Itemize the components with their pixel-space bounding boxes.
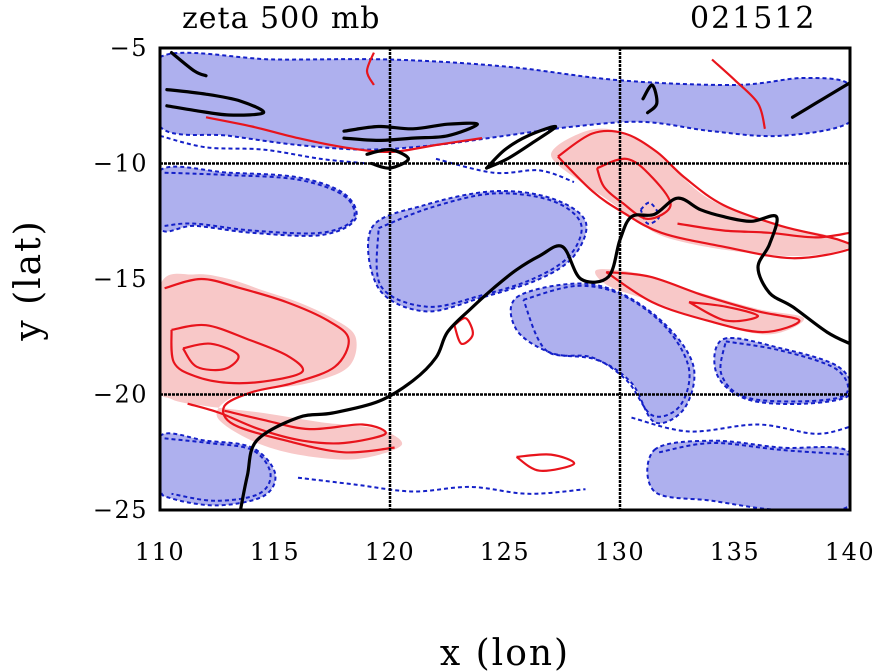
negative-region-outline-southeast xyxy=(646,439,850,510)
negative-region-outline-central-blob xyxy=(367,189,588,313)
y-axis-ticks: −5 −10 −15 −20 −25 xyxy=(93,34,148,524)
positive-contour-nw-top xyxy=(365,52,375,86)
coastline-australia-north xyxy=(238,196,850,510)
negative-contour-w-band xyxy=(164,171,356,235)
negative-contour-bottom-mid xyxy=(297,476,586,495)
x-tick-label: 135 xyxy=(710,538,760,566)
negative-contour-n-edge-2 xyxy=(435,157,575,183)
negative-contour-sw xyxy=(164,437,272,502)
negative-region-outline-west-band xyxy=(160,165,358,237)
grid-lines xyxy=(160,48,850,510)
negative-region-north-coast xyxy=(160,52,850,150)
negative-region-outline-south-central xyxy=(509,282,696,425)
negative-region-south-central xyxy=(510,283,695,424)
positive-contour-timor-outer xyxy=(557,129,850,260)
positive-contour-sw-outer xyxy=(164,277,395,454)
negative-contour-n-edge-1 xyxy=(160,134,368,165)
y-tick-label: −10 xyxy=(93,150,148,178)
coastlines xyxy=(165,51,850,510)
positive-contour-east-streak xyxy=(605,271,801,334)
coastline-nusa-tenggara xyxy=(342,121,479,142)
positive-contour-timor-inner xyxy=(595,157,672,220)
coastline-sumba xyxy=(365,147,410,170)
negative-contour-se xyxy=(658,441,850,456)
y-tick-label: −5 xyxy=(110,34,148,62)
x-tick-label: 120 xyxy=(365,538,415,566)
y-tick-label: −25 xyxy=(93,496,148,524)
positive-contours xyxy=(164,52,850,472)
title-right: 021512 xyxy=(690,1,817,36)
negative-region-outline-north-coast xyxy=(160,51,850,151)
x-tick-label: 115 xyxy=(250,538,300,566)
y-tick-label: −15 xyxy=(93,265,148,293)
positive-contour-sw-inner-1 xyxy=(170,323,305,385)
negative-contour-south-central xyxy=(522,284,691,418)
x-tick-label: 140 xyxy=(825,538,875,566)
positive-contour-mid-ring xyxy=(453,317,474,345)
negative-region-west-band xyxy=(160,166,357,236)
negative-vorticity-fills xyxy=(160,52,850,510)
x-axis-label: x (lon) xyxy=(440,633,570,672)
negative-contour-lower-right xyxy=(631,416,850,435)
x-axis-ticks: 110 115 120 125 130 135 140 xyxy=(135,538,875,566)
positive-region-timor-sea-plume xyxy=(550,128,850,257)
plot-frame xyxy=(158,46,852,512)
negative-region-southeast xyxy=(647,440,850,510)
coastline-timor xyxy=(485,124,558,170)
positive-contour-jet-line xyxy=(677,222,850,239)
negative-region-east-band xyxy=(714,338,850,405)
positive-contour-sw-inner-2 xyxy=(182,342,240,372)
negative-region-outline-east-band xyxy=(713,337,850,406)
x-tick-label: 110 xyxy=(135,538,185,566)
x-tick-label: 130 xyxy=(595,538,645,566)
negative-contour-e-band xyxy=(719,340,850,403)
positive-contour-south-ring xyxy=(515,453,576,472)
coastline-new-guinea xyxy=(790,81,850,119)
coastline-tanimbar xyxy=(641,83,659,115)
positive-contour-ne-top xyxy=(711,58,766,130)
coastline-borneo-sulawesi xyxy=(169,51,208,78)
y-tick-label: −20 xyxy=(93,381,148,409)
negative-region-southwest xyxy=(160,433,276,506)
positive-contour-north-arc xyxy=(205,116,483,154)
y-axis-label: y (lat) xyxy=(8,219,49,341)
positive-contour-sw-lower xyxy=(187,402,387,445)
title-left: zeta 500 mb xyxy=(182,1,381,36)
positive-contour-east-streak-inner xyxy=(688,301,760,323)
coastline-java xyxy=(165,88,266,117)
x-tick-label: 125 xyxy=(480,538,530,566)
